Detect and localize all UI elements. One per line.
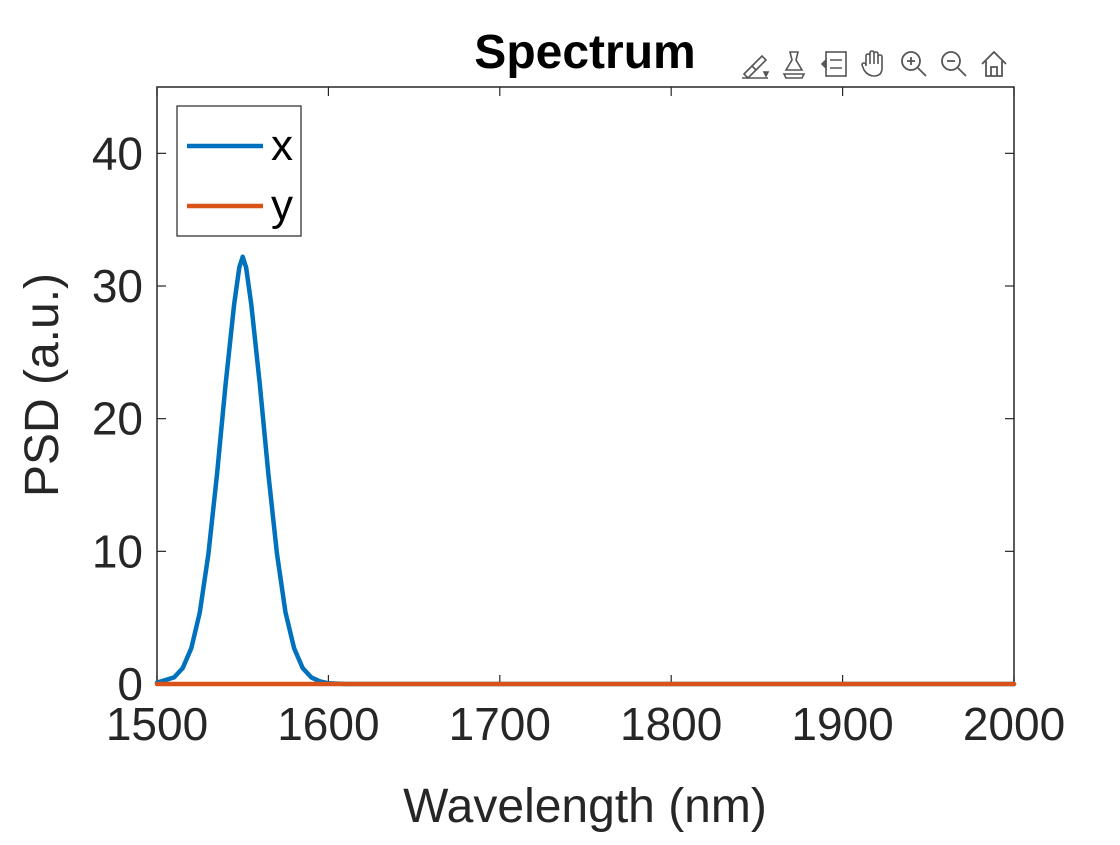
home-icon	[981, 50, 1007, 77]
axes-toolbar	[734, 44, 1014, 84]
x-tick-label: 2000	[963, 698, 1065, 750]
data-cursor-icon	[782, 51, 806, 79]
x-tick-label: 1800	[620, 698, 722, 750]
y-axis-ticks: 0 10 20 30 40	[92, 127, 1014, 710]
legend-icon	[820, 51, 847, 77]
legend-box	[176, 105, 302, 237]
y-axis-label: PSD (a.u.)	[16, 273, 69, 497]
pan-hand-icon	[861, 50, 883, 77]
pan-button[interactable]	[854, 44, 894, 84]
x-axis-label: Wavelength (nm)	[403, 780, 767, 833]
zoom-in-button[interactable]	[894, 44, 934, 84]
zoom-out-button[interactable]	[934, 44, 974, 84]
series-layer	[154, 254, 1017, 687]
legend-label-x: x	[271, 121, 293, 170]
legend-button[interactable]	[814, 44, 854, 84]
x-tick-label: 1700	[449, 698, 551, 750]
legend-label-y: y	[271, 181, 293, 230]
plot-axes[interactable]: 0 10 20 30 40 1500 1600 1700 1800 1900 2000	[92, 86, 1065, 750]
y-tick-label: 40	[92, 127, 143, 179]
y-tick-label: 20	[92, 393, 143, 445]
brush-edit-icon	[742, 54, 770, 80]
legend[interactable]: xy	[176, 105, 302, 237]
x-tick-label: 1900	[791, 698, 893, 750]
zoom-in-icon	[901, 51, 927, 77]
x-tick-label: 1600	[277, 698, 379, 750]
legend-entries: xy	[187, 121, 293, 230]
chart-title: Spectrum	[474, 26, 695, 79]
home-button[interactable]	[974, 44, 1014, 84]
brush-edit-button[interactable]	[734, 44, 774, 84]
y-tick-label: 10	[92, 525, 143, 577]
data-cursor-button[interactable]	[774, 44, 814, 84]
zoom-out-icon	[941, 51, 967, 77]
y-tick-label: 0	[117, 658, 143, 710]
x-tick-label: 1500	[106, 698, 208, 750]
y-tick-label: 30	[92, 260, 143, 312]
x-axis-ticks: 1500 1600 1700 1800 1900 2000	[106, 87, 1065, 750]
